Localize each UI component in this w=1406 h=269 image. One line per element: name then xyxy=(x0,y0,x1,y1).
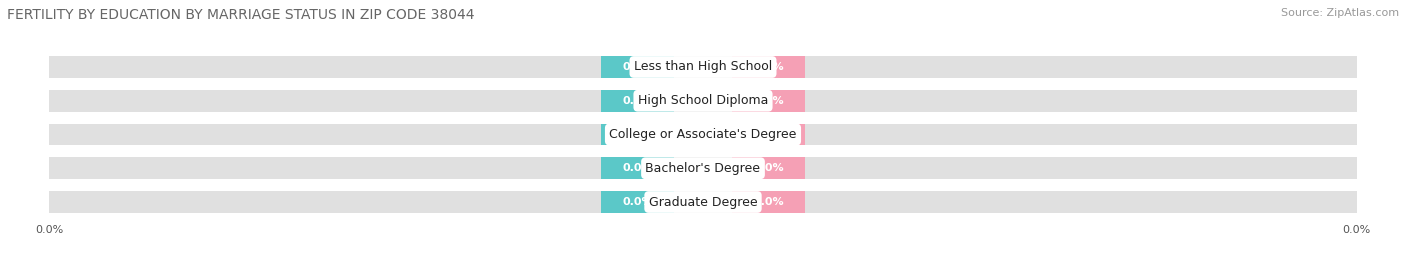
Text: High School Diploma: High School Diploma xyxy=(638,94,768,107)
Text: 0.0%: 0.0% xyxy=(754,197,783,207)
Bar xyxy=(733,157,804,179)
Text: 0.0%: 0.0% xyxy=(623,62,652,72)
Text: Graduate Degree: Graduate Degree xyxy=(648,196,758,208)
Text: 0.0%: 0.0% xyxy=(754,129,783,140)
Bar xyxy=(733,90,804,112)
Bar xyxy=(49,191,1357,213)
Text: 0.0%: 0.0% xyxy=(754,96,783,106)
Text: Less than High School: Less than High School xyxy=(634,61,772,73)
Text: 0.0%: 0.0% xyxy=(754,163,783,173)
Text: 0.0%: 0.0% xyxy=(623,129,652,140)
Bar xyxy=(602,123,673,146)
Text: 0.0%: 0.0% xyxy=(623,163,652,173)
Bar xyxy=(602,56,673,78)
Text: College or Associate's Degree: College or Associate's Degree xyxy=(609,128,797,141)
Bar xyxy=(49,123,1357,146)
Bar xyxy=(733,56,804,78)
Bar xyxy=(49,90,1357,112)
Text: Bachelor's Degree: Bachelor's Degree xyxy=(645,162,761,175)
Bar xyxy=(602,90,673,112)
Text: Source: ZipAtlas.com: Source: ZipAtlas.com xyxy=(1281,8,1399,18)
Bar xyxy=(733,191,804,213)
Text: 0.0%: 0.0% xyxy=(623,197,652,207)
Text: 0.0%: 0.0% xyxy=(754,62,783,72)
Bar xyxy=(602,191,673,213)
Bar xyxy=(49,157,1357,179)
Bar xyxy=(602,157,673,179)
Text: 0.0%: 0.0% xyxy=(623,96,652,106)
Bar xyxy=(49,56,1357,78)
Bar xyxy=(733,123,804,146)
Text: FERTILITY BY EDUCATION BY MARRIAGE STATUS IN ZIP CODE 38044: FERTILITY BY EDUCATION BY MARRIAGE STATU… xyxy=(7,8,475,22)
